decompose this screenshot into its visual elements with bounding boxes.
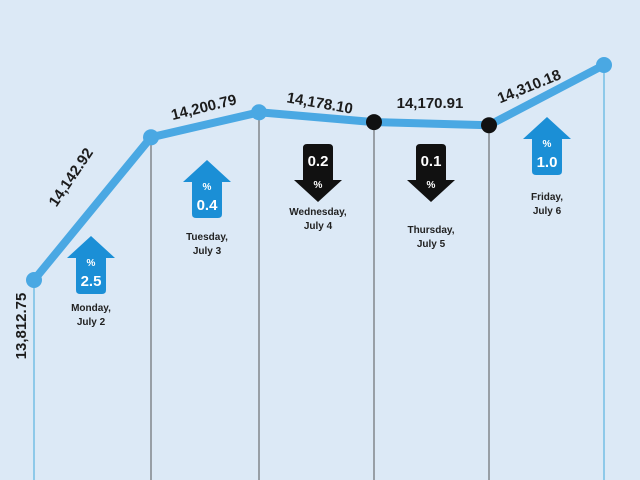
arrow-shape bbox=[183, 160, 231, 218]
data-point bbox=[143, 129, 159, 146]
percent-value: 1.0 bbox=[537, 154, 558, 171]
percent-value: 0.1 bbox=[421, 153, 442, 170]
date-label: July 5 bbox=[417, 239, 446, 250]
arrow-shape bbox=[294, 144, 342, 202]
day-label: Thursday, bbox=[407, 225, 454, 236]
arrow-shape bbox=[407, 144, 455, 202]
day-label: Wednesday, bbox=[289, 207, 347, 218]
change-arrow-up: 1.0% bbox=[523, 117, 571, 175]
change-arrow-down: 0.2% bbox=[294, 144, 342, 202]
percent-value: 0.2 bbox=[308, 153, 329, 170]
date-label: July 3 bbox=[193, 246, 222, 257]
percent-value: 2.5 bbox=[81, 273, 102, 290]
data-point bbox=[366, 114, 382, 131]
percent-sign: % bbox=[314, 180, 323, 191]
value-label: 14,170.91 bbox=[397, 95, 464, 112]
day-label: Friday, bbox=[531, 192, 563, 203]
percent-sign: % bbox=[203, 182, 212, 193]
percent-value: 0.4 bbox=[197, 197, 219, 214]
data-point bbox=[251, 104, 267, 121]
percent-sign: % bbox=[427, 180, 436, 191]
arrow-shape bbox=[523, 117, 571, 175]
percent-sign: % bbox=[543, 139, 552, 150]
data-point bbox=[26, 272, 42, 288]
day-label: Monday, bbox=[71, 303, 111, 314]
day-label: Tuesday, bbox=[186, 232, 228, 243]
data-point bbox=[596, 57, 612, 73]
change-arrow-up: 0.4% bbox=[183, 160, 231, 218]
data-point bbox=[481, 117, 497, 134]
date-label: July 6 bbox=[533, 206, 562, 217]
series-line bbox=[30, 61, 608, 284]
change-arrow-up: 2.5% bbox=[67, 236, 115, 294]
arrow-shape bbox=[67, 236, 115, 294]
change-arrow-down: 0.1% bbox=[407, 144, 455, 202]
percent-sign: % bbox=[87, 258, 96, 269]
date-label: July 4 bbox=[304, 221, 333, 232]
date-label: July 2 bbox=[77, 317, 106, 328]
value-label: 13,812.75 bbox=[13, 293, 30, 360]
